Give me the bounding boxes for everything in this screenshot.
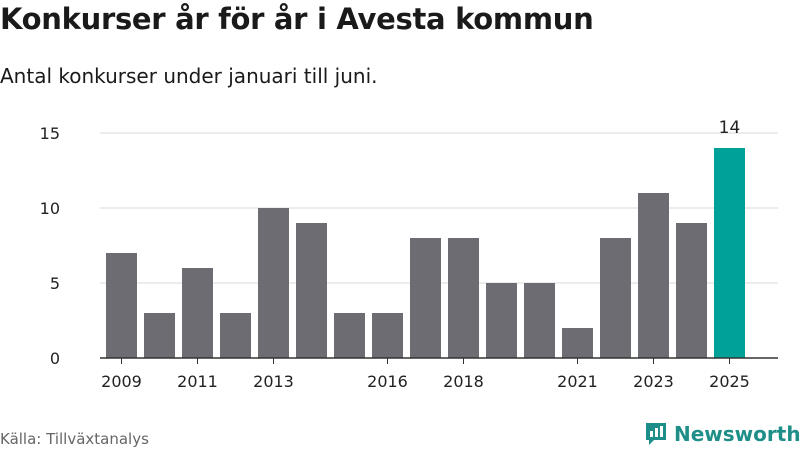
bar-2022 (600, 238, 631, 358)
x-tick-label: 2023 (633, 372, 674, 391)
newsworthy-logo-icon (646, 423, 666, 445)
x-tick-label: 2013 (253, 372, 294, 391)
x-tick-label: 2016 (367, 372, 408, 391)
y-tick-label: 0 (50, 349, 60, 368)
data-label-2025: 14 (719, 118, 741, 138)
bar-2021 (562, 328, 593, 358)
bar-2024 (676, 223, 707, 358)
bar-2015 (334, 313, 365, 358)
x-tick-label: 2009 (101, 372, 142, 391)
data-labels: 14 (719, 118, 741, 138)
x-tick-label: 2018 (443, 372, 484, 391)
bar-2014 (296, 223, 327, 358)
bar-2025 (714, 148, 745, 358)
source-note: Källa: Tillväxtanalys (0, 430, 149, 448)
chart-subtitle: Antal konkurser under januari till juni. (0, 64, 378, 88)
bar-2013 (258, 208, 289, 358)
bar-2023 (638, 193, 669, 358)
x-axis-ticks: 2009 2011 2013 2016 2018 2021 2023 2025 (101, 358, 750, 391)
bar-2019 (486, 283, 517, 358)
y-tick-label: 15 (40, 124, 60, 143)
x-tick-label: 2025 (709, 372, 750, 391)
y-axis-ticks: 0 5 10 15 (40, 124, 60, 368)
bar-2010 (144, 313, 175, 358)
x-tick-label: 2011 (177, 372, 218, 391)
chart-title: Konkurser år för år i Avesta kommun (0, 2, 594, 36)
bar-2020 (524, 283, 555, 358)
newsworthy-logo-text: Newsworthy (674, 422, 800, 446)
bars (106, 148, 745, 358)
y-tick-label: 5 (50, 274, 60, 293)
bar-2011 (182, 268, 213, 358)
newsworthy-logo: Newsworthy (644, 421, 800, 447)
bar-2017 (410, 238, 441, 358)
bar-2018 (448, 238, 479, 358)
bar-2012 (220, 313, 251, 358)
bar-2009 (106, 253, 137, 358)
y-tick-label: 10 (40, 199, 60, 218)
x-tick-label: 2021 (557, 372, 598, 391)
bar-2016 (372, 313, 403, 358)
